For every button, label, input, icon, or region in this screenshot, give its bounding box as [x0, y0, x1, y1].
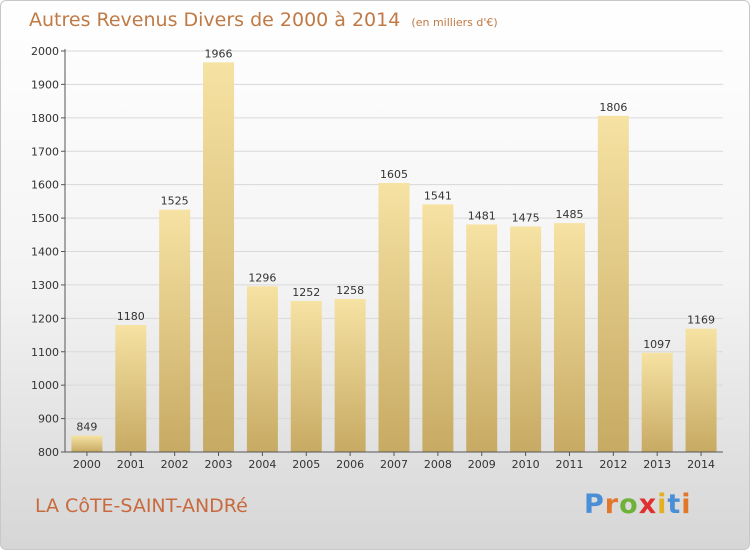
y-tick-label: 1000 [31, 379, 59, 392]
x-tick-label: 2002 [161, 458, 189, 471]
bar [203, 62, 235, 453]
logo-letter: o [619, 489, 639, 520]
bar [641, 352, 673, 452]
bar-value-label: 1806 [599, 101, 627, 114]
logo-letter: x [638, 489, 658, 520]
bar-value-label: 1180 [117, 310, 145, 323]
x-tick-label: 2005 [292, 458, 320, 471]
logo-letter: t [667, 489, 682, 520]
x-tick-label: 2001 [117, 458, 145, 471]
y-tick-label: 1900 [31, 78, 59, 91]
bars [71, 62, 717, 453]
bar [290, 300, 322, 452]
bar [378, 182, 410, 452]
bar [685, 328, 717, 452]
bar-value-label: 1252 [292, 286, 320, 299]
logo-letter: P [584, 489, 605, 520]
bar-value-label: 1605 [380, 168, 408, 181]
y-tick-label: 1800 [31, 112, 59, 125]
bar [115, 325, 147, 452]
logo-letter: i [657, 489, 668, 520]
bar-value-label: 1296 [248, 271, 276, 284]
y-tick-label: 900 [38, 413, 59, 426]
proxiti-logo: Proxiti [584, 489, 692, 520]
labels: 800 900 1000 1100 1200 1300 1400 1500 1600 1700 18… [31, 45, 715, 471]
y-tick-label: 1100 [31, 346, 59, 359]
y-tick-label: 1200 [31, 312, 59, 325]
bar-value-label: 1481 [468, 209, 496, 222]
logo-letter: r [604, 489, 620, 520]
bar-value-label: 849 [76, 421, 97, 434]
y-tick-label: 800 [38, 446, 59, 459]
x-tick-label: 2000 [73, 458, 101, 471]
bar [246, 286, 278, 452]
bar [334, 298, 366, 452]
y-tick-label: 1300 [31, 279, 59, 292]
bar-value-label: 1541 [424, 189, 452, 202]
y-tick-label: 1700 [31, 145, 59, 158]
bar [553, 223, 585, 452]
bar-value-label: 1485 [555, 208, 583, 221]
bar [422, 204, 454, 452]
x-tick-label: 2011 [555, 458, 583, 471]
x-tick-label: 2012 [599, 458, 627, 471]
bar [71, 435, 103, 452]
axes [61, 49, 723, 456]
y-tick-label: 2000 [31, 45, 59, 58]
bar [510, 226, 542, 452]
x-tick-label: 2010 [512, 458, 540, 471]
place-name: LA CôTE-SAINT-ANDRé [35, 495, 248, 517]
y-tick-label: 1500 [31, 212, 59, 225]
bar-value-label: 1475 [512, 211, 540, 224]
x-tick-label: 2007 [380, 458, 408, 471]
x-tick-label: 2009 [468, 458, 496, 471]
x-tick-label: 2014 [687, 458, 715, 471]
x-tick-label: 2003 [205, 458, 233, 471]
x-tick-label: 2013 [643, 458, 671, 471]
chart-title-block: Autres Revenus Divers de 2000 à 2014 (en… [29, 9, 498, 31]
bar [466, 224, 498, 452]
bar-value-label: 1097 [643, 338, 671, 351]
bar-value-label: 1258 [336, 284, 364, 297]
chart-title: Autres Revenus Divers de 2000 à 2014 [29, 9, 401, 31]
bar-value-label: 1966 [205, 47, 233, 60]
chart-unit: (en milliers d'€) [411, 16, 498, 29]
x-tick-label: 2004 [248, 458, 276, 471]
bar [597, 115, 629, 452]
bar [159, 209, 191, 452]
bar-value-label: 1169 [687, 314, 715, 327]
y-tick-label: 1400 [31, 246, 59, 259]
x-tick-label: 2006 [336, 458, 364, 471]
y-tick-label: 1600 [31, 179, 59, 192]
bar-value-label: 1525 [161, 195, 189, 208]
x-tick-label: 2008 [424, 458, 452, 471]
logo-letter: i [681, 489, 692, 520]
